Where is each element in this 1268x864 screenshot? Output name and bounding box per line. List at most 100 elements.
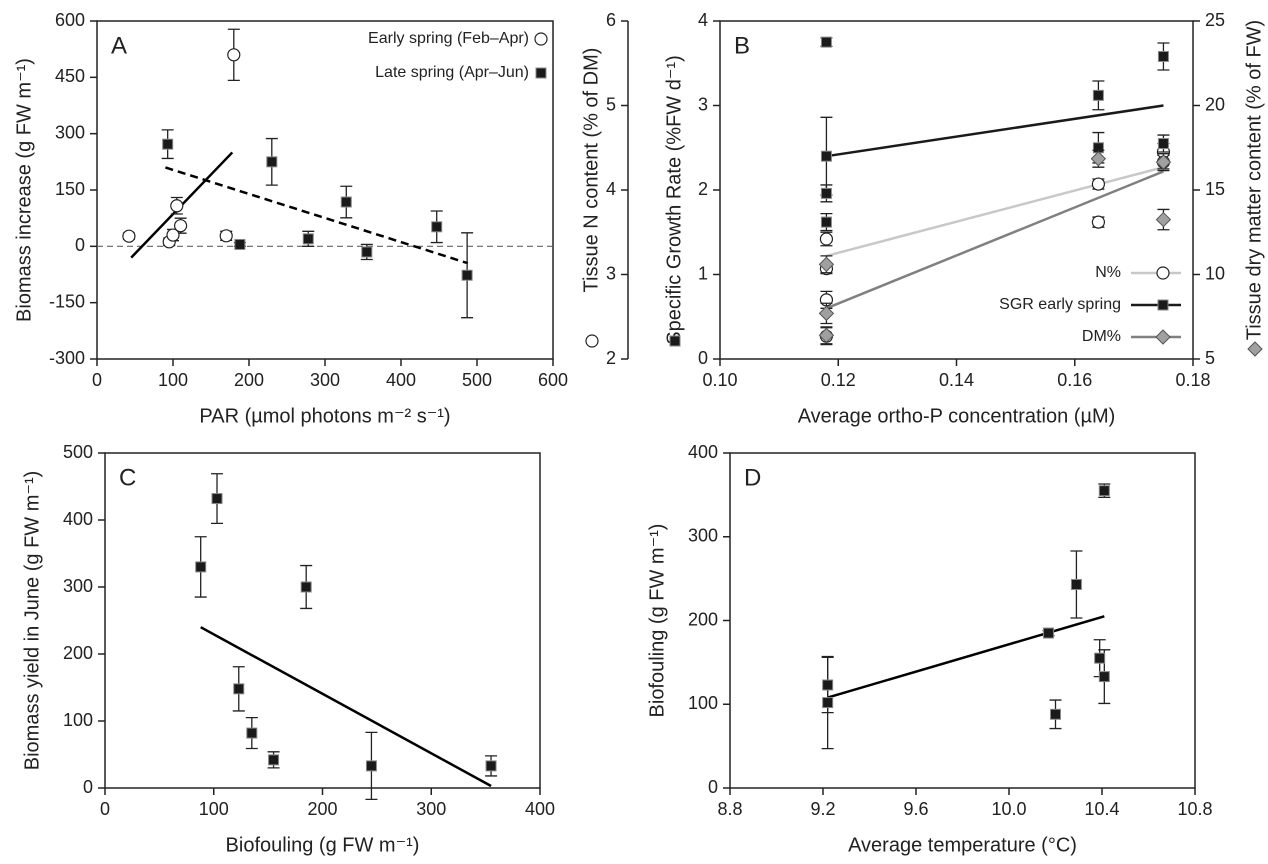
- y-tick-label: 20: [1205, 94, 1225, 114]
- marker: [266, 156, 278, 168]
- legend-label: DM%: [1082, 328, 1121, 345]
- marker: [431, 221, 443, 233]
- plot-frame: [104, 452, 541, 789]
- y-tick-label: 5: [1205, 348, 1215, 368]
- x-tick-label: 0: [92, 370, 102, 390]
- legend-symbol: [534, 32, 548, 46]
- marker: [233, 683, 245, 695]
- marker: [461, 269, 473, 281]
- marker: [170, 199, 184, 213]
- marker: [174, 219, 188, 233]
- x-tick-label: 400: [525, 799, 555, 819]
- marker: [822, 679, 834, 691]
- x-tick-label: 0.14: [939, 370, 974, 390]
- x-tick-label: 9.6: [903, 799, 928, 819]
- y3-axis-title: Tissue N content (% of DM): [580, 48, 602, 293]
- marker: [818, 305, 835, 322]
- y-tick-label: 300: [688, 526, 718, 546]
- fit-line: [826, 165, 1164, 258]
- y-tick-label: 600: [55, 10, 85, 30]
- x-axis-title: PAR (µmol photons m⁻² s⁻¹): [199, 405, 450, 427]
- y-tick-label: 1: [698, 263, 708, 283]
- marker: [302, 233, 314, 245]
- plot-frame: [729, 452, 1196, 789]
- x-tick-label: 10.8: [1177, 799, 1212, 819]
- plot-frame: [719, 20, 1194, 360]
- marker: [122, 229, 136, 243]
- marker: [1091, 177, 1106, 191]
- x-axis-title: Biofouling (g FW m⁻¹): [226, 834, 420, 856]
- x-tick-label: 0.18: [1175, 370, 1210, 390]
- legend-label: Late spring (Apr–Jun): [375, 64, 529, 81]
- fit-line: [200, 626, 492, 788]
- y-tick-label: 500: [63, 442, 93, 462]
- marker: [246, 727, 258, 739]
- y-tick-label: 0: [698, 348, 708, 368]
- x-tick-label: 0.16: [1057, 370, 1092, 390]
- marker: [1155, 154, 1172, 170]
- x-tick-label: 300: [310, 370, 340, 390]
- marker: [1155, 211, 1172, 228]
- y-tick-label: 6: [606, 10, 616, 30]
- marker: [166, 228, 180, 242]
- axis-symbol: [669, 335, 681, 347]
- y-tick-label: 3: [698, 94, 708, 114]
- y-tick-label: 400: [63, 509, 93, 529]
- y-tick-label: -150: [49, 291, 85, 311]
- legend-label: N%: [1095, 264, 1121, 281]
- marker: [822, 697, 834, 709]
- marker: [818, 327, 835, 344]
- marker: [365, 760, 377, 772]
- marker: [1043, 627, 1055, 639]
- y-tick-label: 4: [698, 10, 708, 30]
- y-tick-label: 5: [606, 94, 616, 114]
- x-tick-label: 400: [386, 370, 416, 390]
- y-tick-label: 300: [55, 122, 85, 142]
- marker: [162, 138, 174, 150]
- marker: [1091, 215, 1106, 229]
- x-tick-label: 500: [462, 370, 492, 390]
- marker: [820, 150, 832, 162]
- y-tick-label: 15: [1205, 179, 1225, 199]
- x-tick-label: 600: [538, 370, 568, 390]
- y2-axis-title: Tissue dry matter content (% of FW): [1243, 20, 1265, 340]
- y-tick-label: 300: [63, 576, 93, 596]
- x-tick-label: 0: [100, 799, 110, 819]
- x-tick-label: 100: [158, 370, 188, 390]
- marker: [1098, 485, 1110, 497]
- fit-line: [825, 170, 1164, 310]
- x-tick-label: 10.4: [1084, 799, 1119, 819]
- y-tick-label: 25: [1205, 10, 1225, 30]
- y-axis-title: Biomass increase (g FW m⁻¹): [13, 58, 35, 322]
- panel-label: B: [734, 32, 750, 59]
- y-tick-label: 2: [698, 179, 708, 199]
- marker: [1092, 89, 1104, 101]
- y-tick-label: -300: [49, 348, 85, 368]
- marker: [820, 36, 832, 48]
- marker: [1157, 50, 1169, 62]
- x-tick-label: 0.10: [702, 370, 737, 390]
- marker: [361, 246, 373, 258]
- y-tick-label: 0: [708, 777, 718, 797]
- y-tick-label: 3: [606, 263, 616, 283]
- x-axis-title: Average ortho-P concentration (µM): [798, 405, 1116, 427]
- legend-symbol: [535, 67, 547, 79]
- marker: [211, 493, 223, 505]
- fit-line: [827, 615, 1105, 699]
- axis-symbol: [585, 334, 599, 348]
- marker: [268, 754, 280, 766]
- marker: [1094, 652, 1106, 664]
- y-tick-label: 100: [63, 710, 93, 730]
- x-tick-label: 0.12: [821, 370, 856, 390]
- marker: [227, 48, 241, 62]
- marker: [1157, 138, 1169, 150]
- y-tick-label: 0: [83, 777, 93, 797]
- marker: [820, 216, 832, 228]
- x-tick-label: 200: [234, 370, 264, 390]
- marker: [1098, 671, 1110, 683]
- y-tick-label: 100: [688, 693, 718, 713]
- legend-symbol: [1155, 329, 1171, 345]
- y-tick-label: 4: [606, 179, 616, 199]
- marker: [485, 760, 497, 772]
